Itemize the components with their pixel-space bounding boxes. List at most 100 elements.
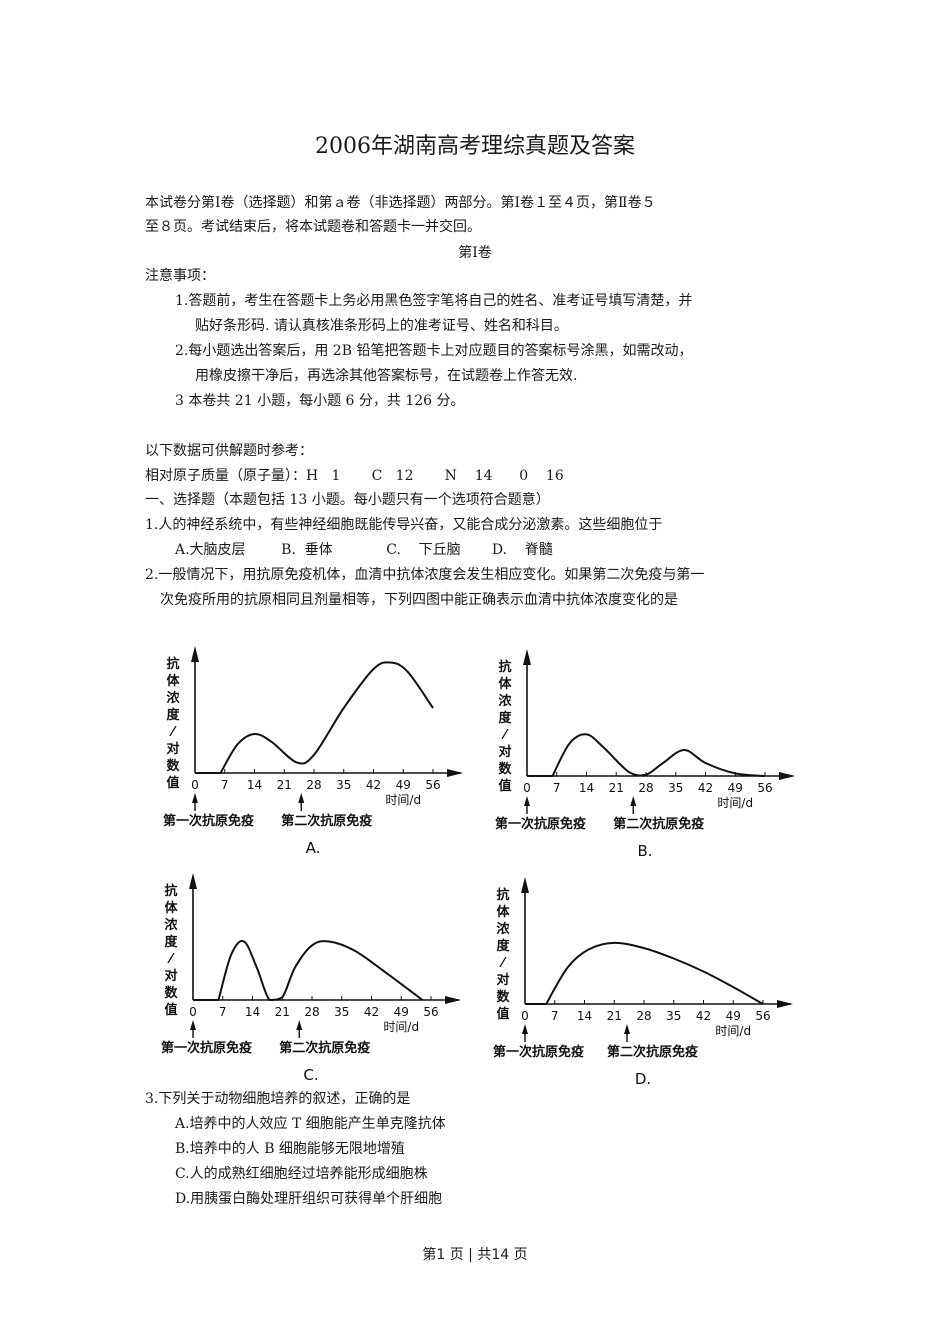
- x-tick-label: 56: [423, 1005, 438, 1019]
- x-axis-arrow: [445, 996, 461, 1004]
- question-3-option: C.人的成熟红细胞经过培养能形成细胞株: [175, 1166, 428, 1182]
- x-tick-label: 49: [728, 781, 743, 795]
- x-tick-label: 21: [609, 781, 624, 795]
- x-tick-label: 0: [523, 781, 531, 795]
- question-3-stem: 3.下列关于动物细胞培养的叙述，正确的是: [145, 1091, 411, 1107]
- notice-heading: 注意事项：: [145, 268, 215, 284]
- chart-caption: B.: [637, 842, 652, 860]
- x-tick-label: 42: [696, 1009, 711, 1023]
- y-axis-label-char: 抗: [164, 883, 177, 899]
- antigen-label: 第二次抗原免疫: [279, 1040, 370, 1056]
- page-title: 2006年湖南高考理综真题及答案: [315, 134, 635, 159]
- x-tick-label: 21: [607, 1009, 622, 1023]
- chart-a: 抗体浓度 ⁄对数值 0 7 14 21 28 35 42 49 56 时间/d 第一次抗原免疫 第二次抗原…: [163, 646, 463, 857]
- y-axis-label-char: 对: [496, 972, 509, 988]
- antigen-arrow-head: [298, 793, 305, 803]
- x-tick-label: 7: [219, 1005, 227, 1019]
- y-axis-label-char: 数: [166, 758, 180, 774]
- antigen-arrow-head: [192, 793, 198, 803]
- x-tick-label: 35: [336, 778, 351, 792]
- x-tick-label: 35: [334, 1005, 349, 1019]
- x-tick-label: 28: [636, 1009, 651, 1023]
- x-tick-label: 42: [366, 778, 381, 792]
- intro-line: 本试卷分第Ⅰ卷（选择题）和第ａ卷（非选择题）两部分。第Ⅰ卷１至４页，第Ⅱ卷５: [145, 195, 656, 211]
- question-2-stem: 2.一般情况下，用抗原免疫机体，血清中抗体浓度会发生相应变化。如果第二次免疫与第…: [145, 567, 705, 583]
- x-tick-label: 49: [394, 1005, 409, 1019]
- y-axis-arrow: [191, 646, 199, 662]
- y-axis-label-char: 值: [166, 775, 179, 791]
- notice-item: 2.每小题选出答案后，用 2B 铅笔把答题卡上对应题目的答案标号涂黑，如需改动，: [175, 343, 693, 359]
- chart-c: 抗体浓度 ⁄对数值 0 7 14 21 28 35 42 49 56 时间/d 第一次抗原免疫 第二次抗原…: [161, 873, 461, 1084]
- x-tick-label: 56: [757, 781, 772, 795]
- antigen-arrow-head: [190, 1020, 196, 1030]
- antigen-arrow-head: [296, 1020, 303, 1030]
- x-tick-label: 7: [221, 778, 229, 792]
- x-axis-label: 时间/d: [717, 796, 753, 810]
- x-tick-label: 49: [396, 778, 411, 792]
- y-axis-label-char: 对: [164, 968, 177, 984]
- antigen-arrow-head: [522, 1024, 528, 1034]
- y-axis-label-char: ⁄: [167, 952, 175, 967]
- y-axis-label-char: ⁄: [499, 956, 507, 971]
- y-axis-label-char: 浓: [166, 690, 180, 706]
- reference-heading: 以下数据可供解题时参考：: [145, 443, 313, 459]
- antibody-curve: [193, 940, 424, 1002]
- y-axis-label-char: 浓: [164, 917, 178, 933]
- x-axis-arrow: [447, 769, 463, 777]
- notice-item: 1.答题前，考生在答题卡上务必用黑色签字笔将自己的姓名、准考证号填写清楚，并: [175, 293, 693, 309]
- antigen-label: 第一次抗原免疫: [161, 1040, 252, 1056]
- y-axis-label-char: 体: [496, 904, 510, 920]
- chart-caption: C.: [303, 1066, 318, 1084]
- y-axis-label-char: 对: [498, 744, 511, 760]
- y-axis-label-char: 浓: [498, 693, 512, 709]
- y-axis-label-char: 体: [166, 673, 180, 689]
- chart-d: 抗体浓度 ⁄对数值 0 7 14 21 28 35 42 49 56 时间/d 第一次抗原免疫 第二次抗原…: [493, 877, 793, 1088]
- antigen-label: 第二次抗原免疫: [613, 816, 704, 832]
- chart-b: 抗体浓度 ⁄对数值 0 7 14 21 28 35 42 49 56 时间/d 第一次抗原免疫 第二次抗原…: [495, 649, 795, 860]
- chart-caption: A.: [306, 839, 321, 857]
- antibody-curve: [525, 941, 764, 1005]
- y-axis-label-char: 数: [496, 989, 510, 1005]
- y-axis-label-char: 度: [496, 938, 510, 954]
- question-2-stem: 次免疫所用的抗原相同且剂量相等，下列四图中能正确表示血清中抗体浓度变化的是: [160, 592, 678, 608]
- antigen-arrow-head: [624, 1024, 630, 1034]
- x-tick-label: 56: [425, 778, 440, 792]
- y-axis-label-char: 体: [498, 676, 512, 692]
- x-tick-label: 28: [306, 778, 321, 792]
- antigen-label: 第一次抗原免疫: [493, 1044, 584, 1060]
- x-tick-label: 49: [726, 1009, 741, 1023]
- atomic-mass: 相对原子质量（原子量）：H 1 C 12 N 14 0 16: [145, 468, 564, 484]
- y-axis-arrow: [523, 649, 531, 665]
- antigen-label: 第二次抗原免疫: [607, 1044, 698, 1060]
- question-1-stem: 1.人的神经系统中，有些神经细胞既能传导兴奋，又能合成分泌激素。这些细胞位于: [145, 517, 663, 533]
- x-axis-label: 时间/d: [715, 1024, 751, 1038]
- question-3-option: B.培养中的人 B 细胞能够无限地增殖: [175, 1141, 405, 1157]
- x-axis-label: 时间/d: [385, 793, 421, 807]
- x-axis-arrow: [777, 1000, 793, 1008]
- antigen-label: 第一次抗原免疫: [163, 813, 254, 829]
- x-tick-label: 28: [304, 1005, 319, 1019]
- y-axis-label-char: 值: [498, 778, 511, 794]
- intro-line: 至８页。考试结束后，将本试题卷和答题卡一并交回。: [145, 219, 481, 235]
- x-tick-label: 14: [247, 778, 262, 792]
- antibody-curve: [527, 733, 766, 777]
- y-axis-label-char: 对: [166, 741, 179, 757]
- notice-item: 3 本卷共 21 小题，每小题 6 分，共 126 分。: [175, 393, 465, 409]
- y-axis-label-char: 数: [164, 985, 178, 1001]
- chart-caption: D.: [635, 1070, 651, 1088]
- section-heading: 一、选择题（本题包括 13 小题。每小题只有一个选项符合题意）: [145, 492, 550, 508]
- x-tick-label: 21: [275, 1005, 290, 1019]
- y-axis-label-char: ⁄: [501, 728, 509, 743]
- y-axis-label-char: 度: [164, 934, 178, 950]
- x-tick-label: 0: [189, 1005, 197, 1019]
- x-tick-label: 42: [698, 781, 713, 795]
- question-3-option: D.用胰蛋白酶处理肝组织可获得单个肝细胞: [175, 1191, 443, 1207]
- y-axis-label-char: 数: [498, 761, 512, 777]
- y-axis-label-char: 体: [164, 900, 178, 916]
- y-axis-label-char: 抗: [498, 659, 511, 675]
- notice-item: 用橡皮擦干净后，再选涂其他答案标号，在试题卷上作答无效.: [195, 368, 578, 384]
- x-tick-label: 35: [666, 1009, 681, 1023]
- y-axis-label-char: 度: [498, 710, 512, 726]
- y-axis-label-char: 值: [164, 1002, 177, 1018]
- antigen-arrow-head: [524, 796, 530, 806]
